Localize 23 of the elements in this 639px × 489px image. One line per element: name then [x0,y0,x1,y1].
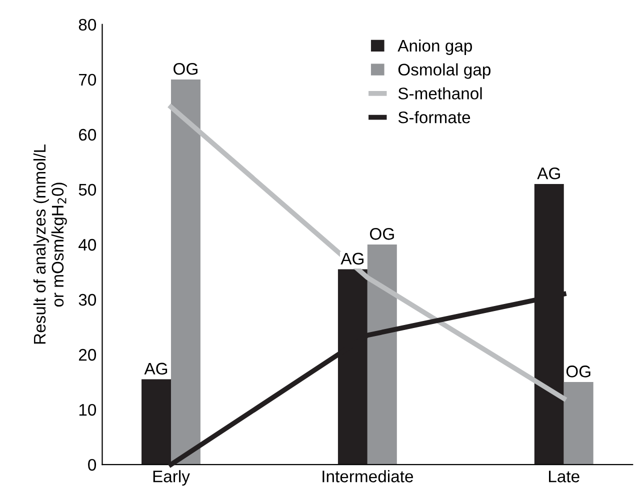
data-label: OG [566,366,590,378]
legend-label: Osmolal gap [398,63,490,79]
data-label: AG [340,252,364,265]
y-tick-label: 30 [78,294,96,306]
y-axis-title: Result of analyzes (mmol/L or mOsm/kgH$_{2}$0) [33,144,67,344]
y-tick-label: 0 [88,458,96,471]
y-tick-label: 50 [78,184,96,196]
legend-label: Anion gap [398,39,472,55]
legend-label: S-formate [398,111,470,124]
y-tick-label: 70 [79,74,96,86]
data-label: OG [370,228,394,240]
y-tick-label: 80 [78,18,96,31]
y-tick-label: 20 [78,348,96,361]
y-tick-label: 10 [79,404,96,416]
x-tick-label: Late [549,470,580,482]
legend-label: S-methanol [398,87,482,100]
data-label: AG [144,362,168,375]
data-label: AG [537,168,560,180]
x-tick-label: Intermediate [322,470,414,482]
y-tick-label: 60 [78,128,96,141]
x-tick-label: Early [153,470,190,486]
y-tick-label: 40 [78,238,96,251]
data-label: OG [174,62,198,75]
